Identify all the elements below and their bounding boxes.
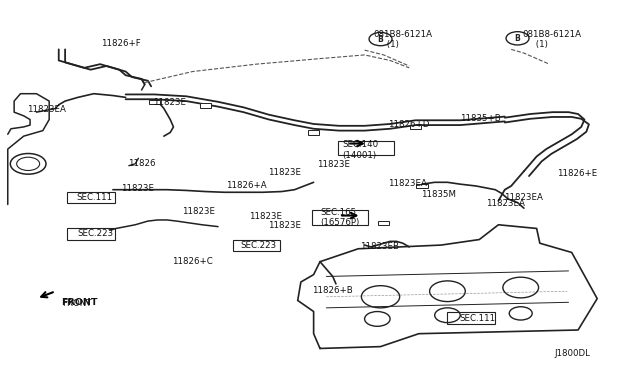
Text: FRONT: FRONT: [61, 298, 97, 307]
FancyBboxPatch shape: [233, 240, 280, 251]
Bar: [148, 100, 160, 104]
Text: 11823E: 11823E: [121, 185, 154, 193]
Text: 11826+D: 11826+D: [388, 120, 429, 129]
Text: 11823EA: 11823EA: [504, 193, 542, 202]
Text: 11826+F: 11826+F: [101, 39, 141, 48]
Text: 11823E: 11823E: [248, 212, 282, 221]
Text: SEC.223: SEC.223: [241, 241, 276, 250]
Text: B: B: [378, 35, 383, 44]
Text: 11823EA: 11823EA: [486, 199, 525, 208]
Text: SEC.165
(16576P): SEC.165 (16576P): [320, 208, 359, 227]
Bar: [416, 184, 428, 188]
FancyBboxPatch shape: [447, 312, 495, 324]
Text: FRONT: FRONT: [62, 299, 92, 308]
Text: 11823EB: 11823EB: [360, 242, 399, 251]
Text: 11826+E: 11826+E: [557, 169, 597, 177]
Text: SEC.111: SEC.111: [77, 193, 113, 202]
Text: J1800DL: J1800DL: [554, 350, 590, 359]
Text: 11826: 11826: [127, 159, 155, 169]
Text: 081B8-6121A
     (1): 081B8-6121A (1): [522, 30, 581, 49]
Bar: [200, 103, 211, 108]
Text: 11823E: 11823E: [268, 221, 301, 230]
Text: SEC.111: SEC.111: [459, 314, 495, 323]
FancyBboxPatch shape: [312, 210, 369, 225]
Text: 11823EA: 11823EA: [388, 179, 427, 187]
Text: 11835+B: 11835+B: [460, 114, 501, 123]
FancyBboxPatch shape: [67, 228, 115, 240]
Text: B: B: [515, 34, 520, 43]
Bar: [410, 125, 421, 129]
Bar: [308, 130, 319, 135]
Text: 11826+B: 11826+B: [312, 286, 353, 295]
Text: 081B8-6121A
     (1): 081B8-6121A (1): [373, 30, 432, 49]
FancyBboxPatch shape: [338, 141, 394, 155]
Bar: [378, 221, 390, 225]
Text: 11826+A: 11826+A: [227, 181, 267, 190]
Text: 11823E: 11823E: [317, 160, 350, 170]
Text: 11823E: 11823E: [182, 206, 215, 216]
Text: SEC.223: SEC.223: [78, 229, 114, 238]
Text: SEC.140
(14001): SEC.140 (14001): [342, 140, 378, 160]
Text: 11823EA: 11823EA: [27, 105, 66, 115]
Text: 11826+C: 11826+C: [172, 257, 213, 266]
FancyBboxPatch shape: [67, 192, 115, 203]
Text: 11823E: 11823E: [153, 98, 186, 107]
Text: 11835M: 11835M: [420, 190, 456, 199]
Text: 11823E: 11823E: [268, 168, 301, 177]
